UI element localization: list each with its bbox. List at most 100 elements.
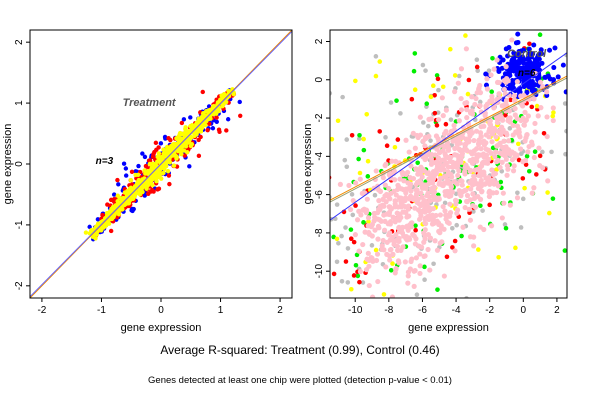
data-point [469,94,475,100]
data-point [143,171,148,176]
data-point [463,313,468,318]
data-point [421,168,428,174]
data-point [376,198,382,204]
data-point [562,248,567,253]
data-point [440,182,446,189]
data-point [452,89,458,95]
data-point [154,178,159,184]
data-point [531,154,537,161]
data-point [153,173,158,179]
data-point [391,238,397,244]
data-point [196,153,202,159]
data-point [177,130,183,136]
data-point [353,180,359,186]
data-point [524,56,530,62]
data-point [123,166,129,171]
data-point [430,177,436,183]
data-point [282,144,287,149]
data-point [529,82,535,88]
data-point [357,136,362,142]
data-point [411,68,417,74]
data-point [475,68,480,74]
data-point [198,134,203,140]
data-point [525,113,531,119]
data-point [440,84,446,90]
data-point [532,149,538,154]
x-tick-label: -4 [452,305,461,316]
data-point [535,113,541,119]
data-point [488,72,494,78]
data-point [519,0,524,5]
plot-frame [329,29,568,299]
data-point [550,105,556,111]
data-point [462,142,468,148]
data-point [435,287,440,292]
data-point [389,158,395,164]
data-point [397,176,403,182]
data-point [351,239,357,245]
data-point [496,79,502,86]
data-point [434,163,441,169]
data-point [344,164,350,170]
data-point [409,256,415,262]
data-point [87,224,92,230]
data-point [545,178,551,184]
data-point [179,151,184,157]
data-point [473,181,479,187]
data-point [392,177,398,183]
data-point [489,89,495,95]
data-point [570,180,575,185]
data-point [428,155,434,162]
data-point [516,132,522,138]
data-point [492,154,498,160]
data-point [478,146,484,152]
data-point [334,202,340,207]
x-tick-label: -8 [384,305,393,316]
data-point [474,146,480,152]
data-point [529,104,535,110]
data-point [529,142,535,148]
data-point [423,183,430,189]
data-point [462,204,468,211]
data-point [366,282,372,289]
data-point [412,87,418,93]
data-point [445,164,451,170]
x-tick-label: 1 [218,305,224,316]
data-point [353,262,359,268]
data-point [396,217,402,223]
data-point [425,246,431,253]
data-point [413,255,419,261]
y-tick-label: 2 [14,39,25,45]
data-point [405,269,412,275]
data-point [512,88,518,94]
data-point [298,214,303,219]
x-tick-label: -1 [97,305,106,316]
data-point [412,241,418,247]
data-point [336,240,341,246]
data-point [518,48,524,54]
data-point [512,105,518,112]
data-point [506,147,512,153]
y-tick-label: 1 [14,100,25,106]
data-point [467,157,473,164]
data-point [214,115,219,120]
data-point [434,218,440,224]
data-point [499,159,505,165]
annotation-n: n=3 [96,156,114,167]
data-point [230,90,235,95]
data-point [416,243,422,249]
data-point [511,97,518,104]
data-point [455,80,461,86]
data-point [580,142,585,147]
data-point [356,156,361,162]
data-point [505,53,511,59]
data-point [454,207,461,213]
data-point [430,83,436,89]
data-point [411,195,417,201]
data-point [162,166,167,172]
data-point [174,154,180,160]
regression-line-2 [30,30,292,298]
annotation-group: Control [507,48,547,60]
data-point [330,175,332,180]
